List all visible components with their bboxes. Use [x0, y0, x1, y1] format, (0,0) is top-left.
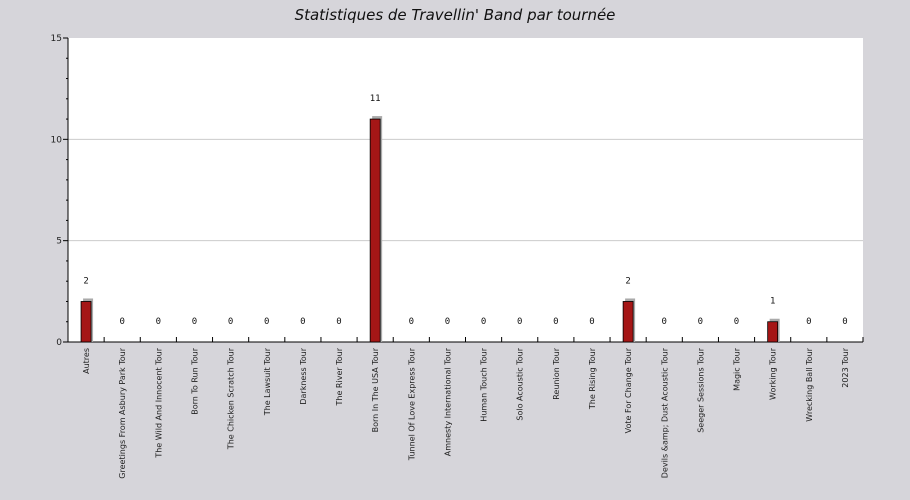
- y-tick-label: 5: [56, 237, 62, 247]
- data-label: 0: [192, 317, 197, 327]
- y-tick-label: 0: [56, 338, 62, 348]
- bar: [369, 118, 381, 343]
- x-tick-label: Working Tour: [769, 347, 778, 400]
- data-label: 0: [662, 317, 667, 327]
- data-label: 0: [228, 317, 233, 327]
- data-label: 1: [770, 297, 775, 307]
- x-tick-label: The Wild And Innocent Tour: [154, 347, 163, 458]
- x-tick-label: Vote For Change Tour: [624, 347, 633, 433]
- data-label: 0: [336, 317, 341, 327]
- data-label: 0: [445, 317, 450, 327]
- data-label: 0: [842, 317, 847, 327]
- bar: [622, 301, 634, 343]
- data-label: 0: [264, 317, 269, 327]
- x-tick-label: Devils &amp; Dust Acoustic Tour: [660, 347, 669, 478]
- data-label: 0: [517, 317, 522, 327]
- x-tick-label: 2023 Tour: [841, 347, 850, 387]
- y-tick-label: 15: [51, 34, 62, 44]
- data-label: 0: [734, 317, 739, 327]
- x-tick-label: Darkness Tour: [299, 347, 308, 404]
- x-tick-label: Magic Tour: [733, 347, 742, 391]
- x-tick-label: Born To Run Tour: [190, 347, 199, 414]
- x-tick-label: Reunion Tour: [552, 347, 561, 399]
- x-tick-label: The Rising Tour: [588, 347, 597, 410]
- data-label: 0: [481, 317, 486, 327]
- chart-title: Statistiques de Travellin' Band par tour…: [294, 6, 616, 24]
- x-tick-label: Amnesty International Tour: [443, 347, 452, 456]
- data-label: 0: [409, 317, 414, 327]
- data-label: 0: [300, 317, 305, 327]
- y-tick-label: 10: [51, 135, 63, 145]
- data-label: 2: [83, 276, 88, 286]
- data-label: 0: [553, 317, 558, 327]
- data-label: 2: [625, 276, 630, 286]
- data-label: 0: [589, 317, 594, 327]
- x-tick-label: The River Tour: [335, 347, 344, 406]
- bar: [767, 321, 779, 343]
- x-tick-label: The Lawsuit Tour: [263, 347, 272, 416]
- x-tick-label: Born In The USA Tour: [371, 347, 380, 432]
- x-tick-label: Human Touch Tour: [480, 347, 489, 421]
- x-tick-label: Greetings From Asbury Park Tour: [118, 347, 127, 478]
- x-tick-label: Solo Acoustic Tour: [516, 347, 525, 420]
- x-tick-label: The Chicken Scratch Tour: [227, 347, 236, 450]
- x-tick-label: Autres: [82, 348, 91, 374]
- plot-area: [68, 38, 863, 342]
- data-label: 0: [698, 317, 703, 327]
- data-label: 0: [156, 317, 161, 327]
- x-tick-label: Wrecking Ball Tour: [805, 347, 814, 421]
- data-label: 0: [806, 317, 811, 327]
- data-label: 0: [119, 317, 124, 327]
- data-label: 11: [370, 94, 381, 104]
- bar: [80, 301, 92, 343]
- x-tick-label: Tunnel Of Love Express Tour: [407, 347, 416, 461]
- x-tick-label: Seeger Sessions Tour: [696, 347, 705, 432]
